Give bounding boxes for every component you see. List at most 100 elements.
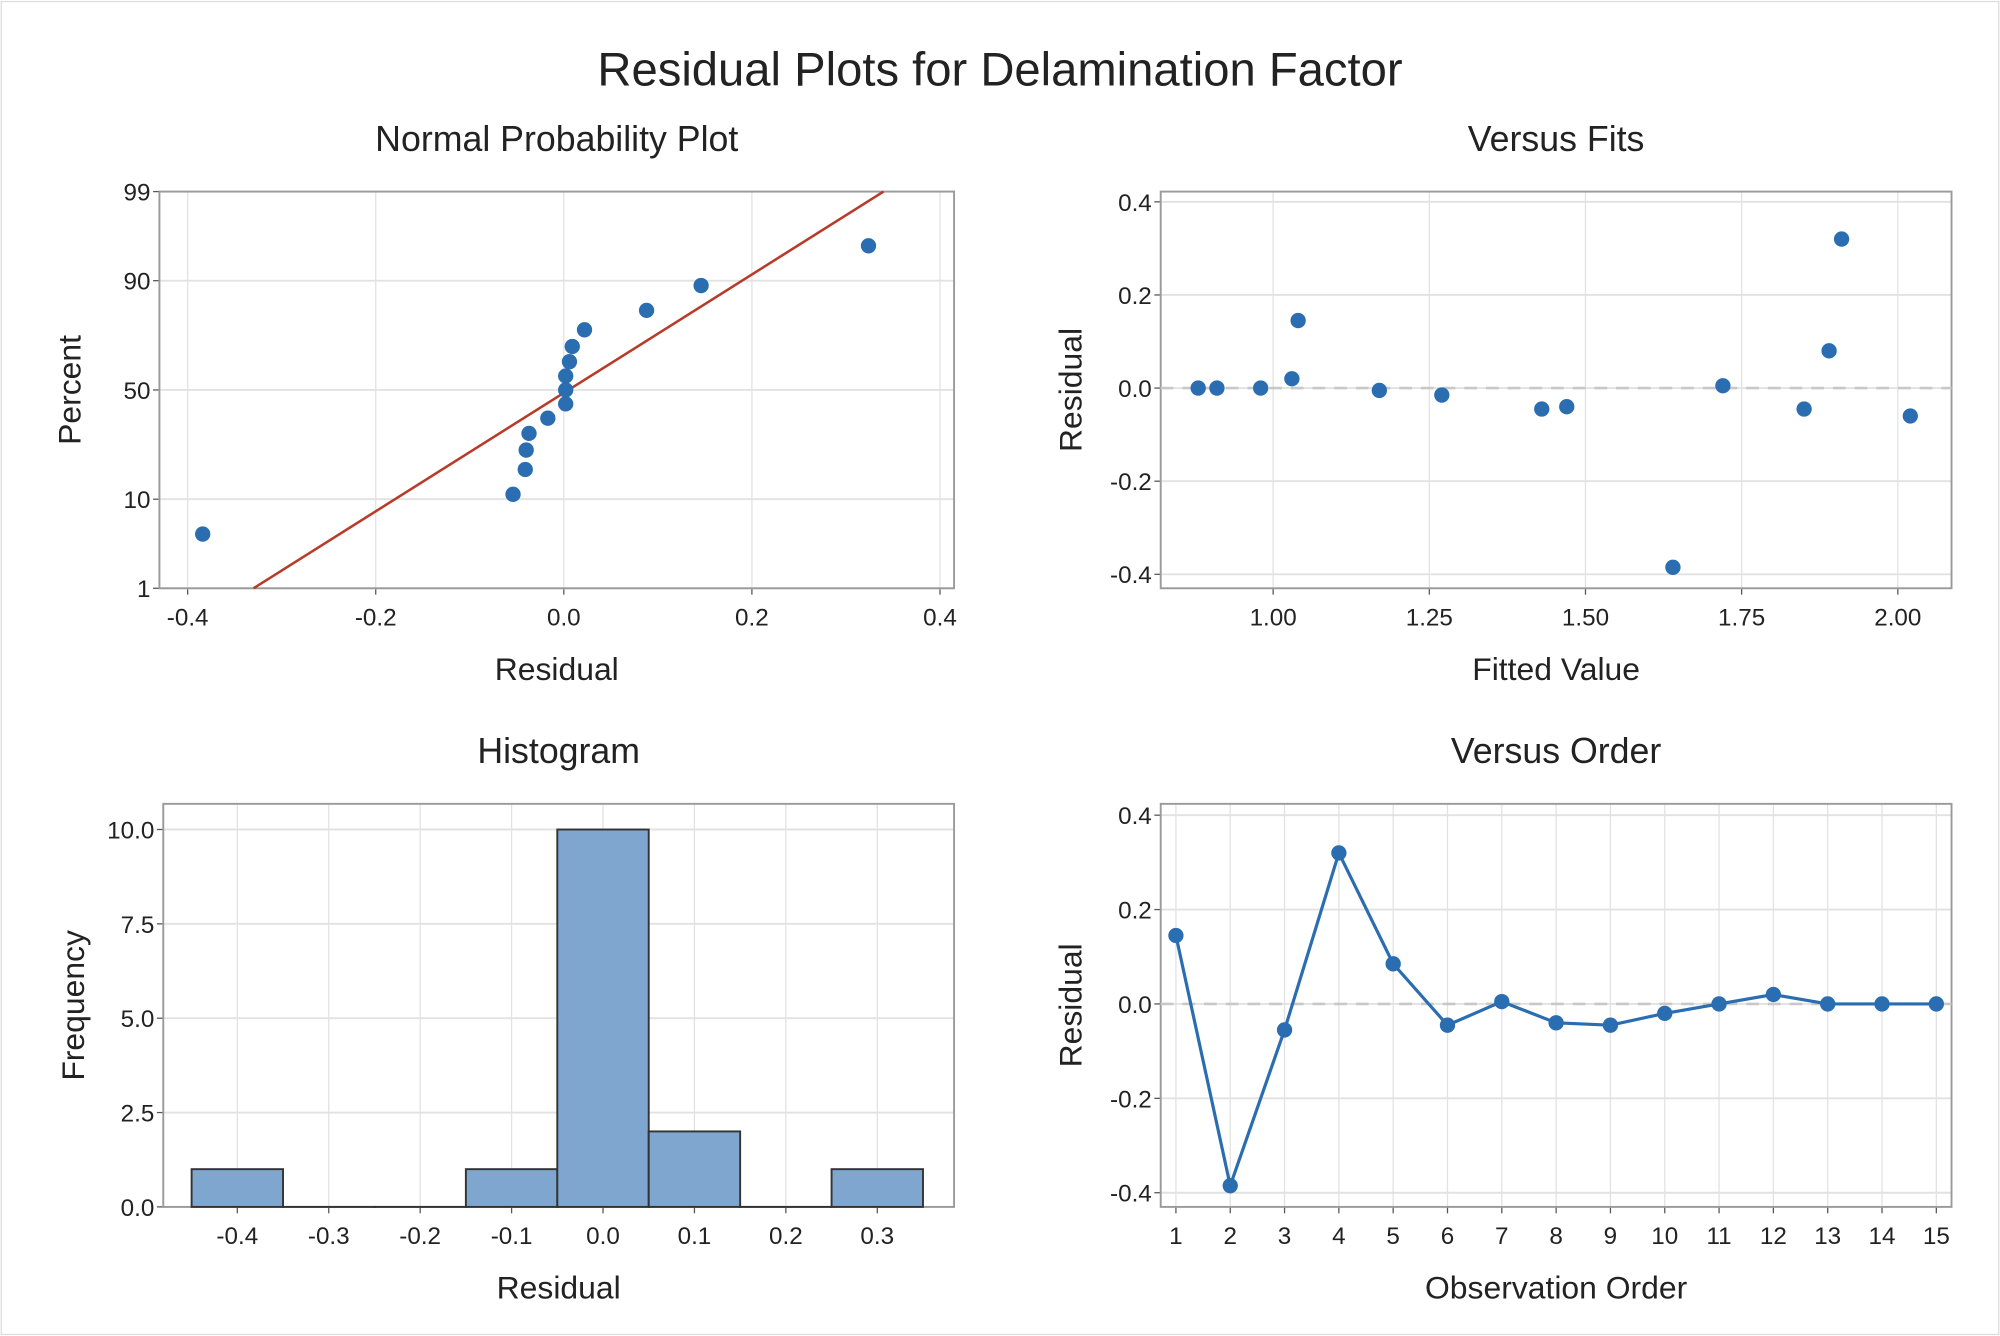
data-point [1371,382,1387,399]
data-point [1434,387,1450,403]
data-point [693,277,709,294]
data-point [1168,927,1184,944]
x-axis-label: Residual [495,651,619,687]
x-tick-label: 15 [1923,1223,1950,1250]
x-tick-label: 10 [1651,1223,1678,1250]
data-point [1902,408,1918,424]
x-tick-label: 1.00 [1250,604,1297,631]
data-point [1439,1017,1456,1033]
histogram-panel: Histogram Residual Frequency -0.4 -0.3 -0.2 -0… [55,731,956,1306]
data-point [1833,231,1850,247]
x-tick-label: 6 [1441,1223,1454,1250]
x-tick-label: 0.3 [860,1223,894,1250]
data-point [1494,993,1510,1010]
versus-fits-panel: Versus Fits Fitted Value Residual 1.00 1.25 1… [1053,119,1953,687]
x-axis-label: Observation Order [1425,1270,1688,1306]
x-tick-label: 12 [1760,1223,1787,1250]
y-axis-label: Percent [51,335,87,445]
x-tick-label: 7 [1495,1223,1508,1250]
subplot-title: Versus Order [1451,731,1661,771]
data-point [1253,380,1269,396]
y-axis-label: Residual [1053,328,1089,452]
x-tick-label: 4 [1332,1223,1345,1250]
data-point [558,396,574,412]
data-point [1209,380,1225,396]
y-tick-label: 0.4 [1118,190,1152,217]
y-tick-label: -0.4 [1110,562,1152,589]
y-tick-label: 0.2 [1118,283,1152,310]
y-tick-label: 99 [124,180,151,207]
data-point [638,302,655,319]
data-point [1796,401,1812,417]
data-point [576,322,593,338]
x-tick-label: 0.2 [769,1223,803,1250]
x-tick-label: 0.0 [547,604,581,631]
y-tick-label: -0.2 [1110,469,1152,496]
figure-title: Residual Plots for Delamination Factor [597,44,1402,97]
data-point [1276,1022,1293,1038]
subplot-title: Histogram [477,731,640,771]
data-point [505,486,521,502]
y-tick-label: 10 [124,487,151,514]
data-point [1222,1178,1238,1194]
subplot-title: Versus Fits [1468,119,1645,159]
data-point [195,526,211,542]
plot-frame [158,190,956,590]
y-tick-label: 5.0 [121,1006,155,1033]
x-tick-label: 14 [1869,1223,1896,1250]
histogram-bar [556,828,650,1208]
x-tick-label: 1 [1169,1223,1182,1250]
normal-probability-panel: Normal Probability Plot Residual Percent -0… [51,119,956,687]
x-axis-label: Residual [497,1270,621,1306]
data-point [564,338,580,355]
data-point [1290,312,1306,329]
histogram-bar [190,1168,284,1208]
y-tick-label: 7.5 [121,912,155,939]
subplot-title: Normal Probability Plot [375,119,738,159]
data-point [1534,401,1550,417]
data-point [1385,956,1401,972]
histogram-bar [830,1168,924,1208]
data-point [1821,343,1837,359]
plot-area [1160,191,1952,589]
data-point [1874,996,1890,1012]
data-point [1284,371,1300,387]
x-tick-label: 0.1 [678,1223,712,1250]
y-tick-label: 0.0 [121,1195,155,1222]
data-point [860,238,877,254]
y-tick-label: 1 [137,576,150,603]
y-tick-label: 0.0 [1118,376,1152,403]
data-point [1190,380,1206,396]
x-tick-label: 2.00 [1874,604,1921,631]
x-tick-label: -0.1 [491,1223,533,1250]
data-point [1602,1017,1619,1033]
x-tick-label: 0.0 [586,1223,620,1250]
histogram-bar [647,1130,742,1208]
x-tick-label: -0.3 [308,1223,350,1250]
data-point [1928,996,1944,1012]
x-tick-label: 2 [1223,1223,1236,1250]
y-tick-label: 0.2 [1118,897,1152,924]
x-tick-label: 9 [1604,1223,1617,1250]
data-point [1711,996,1727,1012]
x-tick-label: -0.2 [399,1223,441,1250]
data-point [1657,1005,1673,1022]
data-point [558,382,574,398]
y-tick-label: 2.5 [121,1100,155,1127]
data-point [1559,399,1575,415]
data-point [558,368,574,384]
data-point [1331,845,1347,861]
x-tick-label: 1.25 [1406,604,1453,631]
histogram-bar [464,1168,559,1208]
data-point [517,461,533,478]
data-point [1820,996,1836,1012]
y-tick-label: 90 [124,269,151,296]
y-tick-label: -0.4 [1110,1181,1152,1208]
data-point [561,354,578,370]
y-tick-label: 50 [124,378,151,405]
y-tick-label: 10.0 [107,817,154,844]
x-axis-label: Fitted Value [1472,651,1640,687]
x-tick-label: -0.2 [355,604,397,631]
data-point [518,442,534,458]
